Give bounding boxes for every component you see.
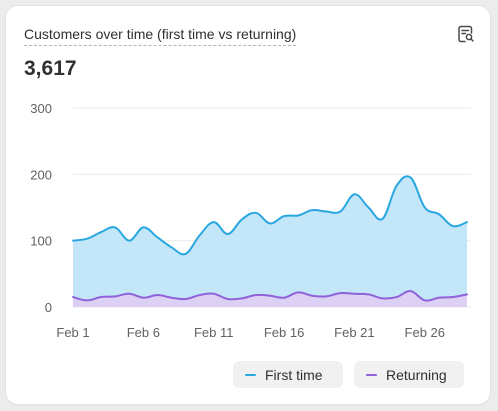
x-tick-label-6: Feb 26 [405, 325, 445, 340]
x-tick-label-2: Feb 6 [127, 325, 160, 340]
axis-layer: 0 100 200 300 Feb 1 Feb 6 Feb 11 Feb 16 Feb 21 Fe… [30, 101, 445, 340]
first-time-swatch [245, 373, 256, 376]
x-tick-label-4: Feb 16 [264, 325, 304, 340]
customers-area-chart: 0 100 200 300 Feb 1 Feb 6 Feb 11 Feb 16 Feb 21 Fe… [30, 101, 471, 340]
legend-item-first-time[interactable]: First time [233, 361, 343, 388]
customers-over-time-card: Customers over time (first time vs retur… [6, 6, 490, 404]
legend-label-first-time: First time [265, 366, 323, 383]
insights-button[interactable] [454, 22, 478, 46]
legend-label-returning: Returning [386, 366, 447, 383]
series-line-returning [72, 290, 468, 302]
y-tick-label-300: 300 [30, 101, 52, 116]
x-tick-label-5: Feb 21 [334, 325, 374, 340]
total-customers-value: 3,617 [24, 57, 77, 80]
returning-swatch [366, 373, 377, 376]
y-tick-label-0: 0 [45, 300, 52, 315]
y-tick-label-200: 200 [30, 167, 52, 182]
x-tick-label-1: Feb 1 [56, 325, 89, 340]
card-title[interactable]: Customers over time (first time vs retur… [24, 26, 297, 46]
x-tick-label-3: Feb 11 [194, 325, 234, 340]
y-tick-label-100: 100 [30, 234, 52, 249]
series-line-first-time [72, 175, 468, 256]
series-area-first-time [73, 176, 467, 307]
search-document-icon [458, 25, 474, 43]
area-layer [72, 175, 468, 307]
legend-item-returning[interactable]: Returning [354, 361, 464, 388]
